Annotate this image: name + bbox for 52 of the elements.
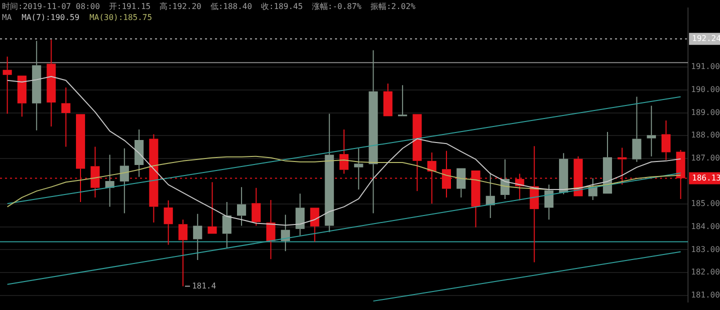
y-tick-label: 185.00 — [691, 199, 720, 208]
y-tick-label: 190.00 — [691, 85, 720, 94]
y-tick-label: 189.00 — [691, 108, 720, 117]
y-tick-label: 181.00 — [691, 290, 720, 300]
candlestick — [646, 105, 656, 157]
y-tick-label: 183.00 — [691, 244, 720, 254]
candlestick — [2, 56, 12, 114]
candlestick — [208, 182, 217, 234]
annotation: 高:192.20 — [160, 2, 202, 11]
annotation: 时间:2019-11-07 08:00 — [2, 2, 100, 11]
candlestick — [134, 128, 144, 178]
candlestick — [149, 134, 158, 224]
candlestick — [310, 208, 320, 242]
candlestick — [398, 84, 408, 116]
candlestick — [120, 148, 129, 214]
candlestick — [105, 154, 114, 208]
candlestick — [354, 148, 364, 190]
candlestick — [383, 83, 392, 116]
candlestick — [632, 96, 642, 162]
candlestick — [559, 152, 568, 195]
y-tick-label: 182.00 — [691, 268, 720, 277]
candlestick — [339, 128, 349, 174]
y-tick-label: 187.00 — [691, 154, 720, 162]
annotation: 181.4 — [192, 281, 216, 290]
annotation: 低:188.40 — [210, 2, 252, 11]
candlestick — [17, 76, 26, 118]
candlestick — [252, 187, 261, 226]
candlestick — [588, 178, 598, 200]
y-tick-label: 191.00 — [691, 62, 720, 72]
candlestick — [236, 186, 246, 226]
candlestick — [46, 39, 56, 127]
annotation: 振幅:2.02% — [370, 2, 416, 11]
candlestick — [193, 213, 202, 260]
candlestick — [456, 168, 466, 198]
text: MA(7):190.59 — [22, 13, 80, 22]
annotation: 收:189.45 — [261, 2, 303, 11]
candlestick — [296, 193, 305, 236]
candlestick — [61, 86, 70, 148]
candlestick — [662, 120, 671, 161]
candlestick — [164, 200, 173, 246]
y-tick-label: 188.00 — [691, 130, 720, 140]
candlestick — [266, 199, 276, 260]
legend-title: MA — [2, 13, 12, 22]
text: MA(30):185.75 — [89, 13, 152, 22]
candlestick — [602, 131, 612, 194]
ref-line-label: 186.13 — [692, 173, 720, 182]
annotation: 开:191.15 — [108, 2, 151, 11]
candlestick — [222, 202, 232, 248]
annotation: 涨幅:-0.87% — [312, 2, 362, 11]
candlestick — [324, 113, 334, 233]
candlestick — [544, 184, 554, 220]
y-tick-label: 184.00 — [691, 222, 720, 231]
